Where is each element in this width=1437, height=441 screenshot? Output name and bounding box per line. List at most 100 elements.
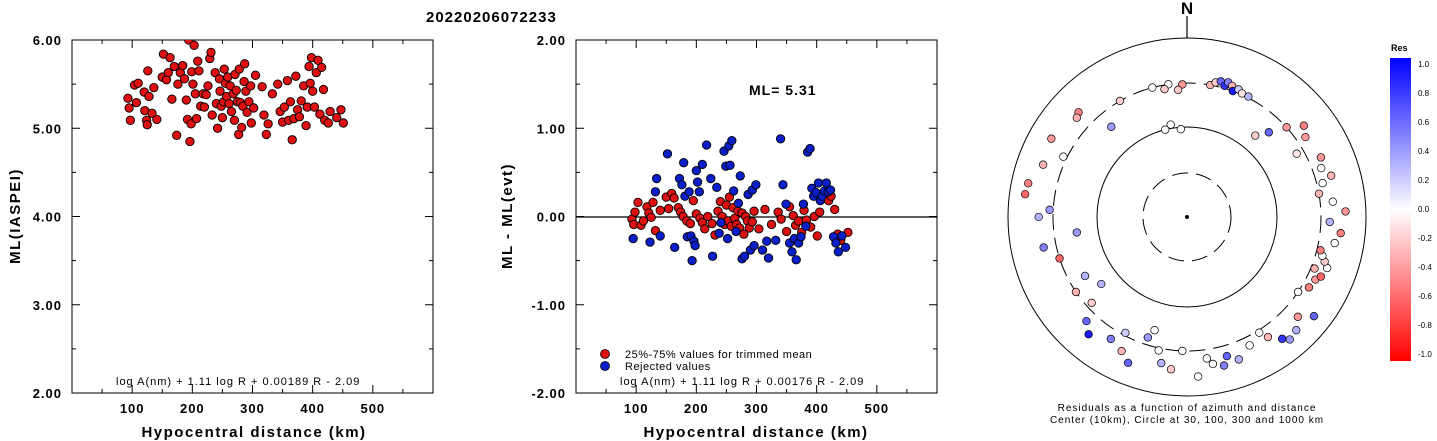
colorbar-tick-label: 1.0 xyxy=(1418,60,1430,69)
plot2-xtick-label: 100 xyxy=(624,401,649,416)
plot2-point-kept xyxy=(749,206,759,216)
plot2-point-rejected xyxy=(662,149,673,159)
plot1-point xyxy=(257,82,267,92)
plot1-ytick-label: 6.00 xyxy=(33,33,62,48)
polar-point xyxy=(1166,120,1175,129)
polar-point xyxy=(1251,131,1260,140)
polar-point xyxy=(1292,326,1301,335)
plot2-point-rejected xyxy=(728,186,739,196)
plot1-point xyxy=(309,102,320,112)
polar-point xyxy=(1336,229,1345,238)
polar-point xyxy=(1055,254,1064,263)
polar-point xyxy=(1084,330,1093,339)
colorbar-title: Res xyxy=(1391,43,1408,53)
plot1-point xyxy=(229,115,240,125)
center-point xyxy=(1185,215,1189,219)
colorbar-tick-label: 0.2 xyxy=(1418,176,1430,185)
plot1-point xyxy=(191,113,202,124)
plot1-point xyxy=(318,84,329,95)
plot2-point-kept xyxy=(630,207,640,217)
plot2-point-rejected xyxy=(796,232,806,242)
polar-point xyxy=(1107,122,1116,131)
plot2-point-rejected xyxy=(763,253,774,263)
plot2-point-rejected xyxy=(733,198,744,208)
plot1-ytick-label: 4.00 xyxy=(33,210,62,225)
polar-point xyxy=(1173,85,1183,94)
plot1-xlabel: Hypocentral distance (km) xyxy=(141,424,366,441)
colorbar-tick-label: -0.4 xyxy=(1418,263,1432,272)
colorbar-tick-label: -0.8 xyxy=(1418,321,1432,330)
plot1-point xyxy=(152,114,162,125)
plot2-point-rejected xyxy=(739,251,750,261)
plot1-point xyxy=(239,76,249,87)
polar-point xyxy=(1157,358,1166,368)
plot1-point xyxy=(336,105,346,115)
plot1-xtick-label: 400 xyxy=(300,401,325,416)
plot1-point xyxy=(282,75,293,86)
plot1-point xyxy=(190,89,200,99)
plot1-ylabel: ML(IASPEI) xyxy=(7,168,24,264)
plot1-point xyxy=(173,79,183,89)
plot1-point xyxy=(231,85,241,95)
plot2-point-rejected xyxy=(805,143,815,154)
polar-point xyxy=(1309,312,1319,321)
plot1-point xyxy=(287,135,297,145)
plot2-point-kept xyxy=(793,216,804,226)
polar-point xyxy=(1328,197,1337,206)
plot1-xtick-label: 500 xyxy=(360,401,385,416)
plot2-point-kept xyxy=(633,197,643,208)
plot2-point-rejected xyxy=(787,247,797,257)
plot1-point xyxy=(246,118,256,128)
plot2-point-rejected xyxy=(679,158,689,168)
plot2-point-rejected xyxy=(801,221,811,231)
plot2-point-kept xyxy=(766,219,777,230)
plot2-point-rejected xyxy=(697,159,707,170)
plot2-point-rejected xyxy=(771,235,781,245)
plot1-point xyxy=(332,113,342,123)
polar-point xyxy=(1106,334,1115,344)
plot1-point xyxy=(263,119,273,129)
figure-title: 20220206072233 xyxy=(426,9,557,26)
plot1-xtick-label: 100 xyxy=(120,401,145,416)
plot2-point-rejected xyxy=(694,187,704,197)
polar-point xyxy=(1047,134,1056,143)
plot1-ytick-label: 3.00 xyxy=(33,298,62,313)
plot2-point-kept xyxy=(781,226,792,237)
polar-point xyxy=(1234,355,1243,364)
plot2-point-rejected xyxy=(749,240,759,251)
legend-label-kept: 25%-75% values for trimmed mean xyxy=(625,349,812,361)
plot1-point xyxy=(305,78,315,88)
plot2-point-rejected xyxy=(706,173,716,184)
plot2-point-rejected xyxy=(731,226,741,237)
plot1-point xyxy=(178,60,188,71)
plot2-point-kept xyxy=(754,224,764,234)
plot1-point xyxy=(259,110,269,120)
polar-point xyxy=(1143,333,1152,342)
plot2-point-rejected xyxy=(833,247,843,257)
colorbar-tick-label: -0.2 xyxy=(1418,234,1432,243)
polar-point xyxy=(1154,346,1163,355)
legend-marker-kept xyxy=(600,349,610,359)
panel-ml-residual: 100 200 300 400 500 -2.00 -1.00 0.00 1.00 2.00 ML… xyxy=(499,33,938,441)
polar-point xyxy=(1071,287,1081,297)
plot1-point xyxy=(131,98,142,108)
plot2-point-kept xyxy=(747,217,757,227)
plot2-point-rejected xyxy=(757,245,768,255)
plot2-point-rejected xyxy=(712,182,722,193)
plot1-point xyxy=(294,112,305,122)
plot2-point-rejected xyxy=(701,140,712,150)
polar-point xyxy=(1208,359,1218,369)
plot1-point xyxy=(261,129,271,140)
ring-30km xyxy=(1142,172,1232,262)
plot1-point xyxy=(242,107,252,118)
plot2-point-rejected xyxy=(691,165,701,176)
polar-point xyxy=(1178,80,1187,89)
plot2-xtick-label: 300 xyxy=(744,401,769,416)
plot2-point-rejected xyxy=(687,255,697,266)
plot1-point xyxy=(249,103,259,113)
plot2-point-kept xyxy=(646,212,656,223)
plot1-point xyxy=(279,102,290,112)
polar-point xyxy=(1020,190,1030,199)
polar-point xyxy=(1325,217,1334,227)
plot2-point-kept xyxy=(700,224,710,234)
